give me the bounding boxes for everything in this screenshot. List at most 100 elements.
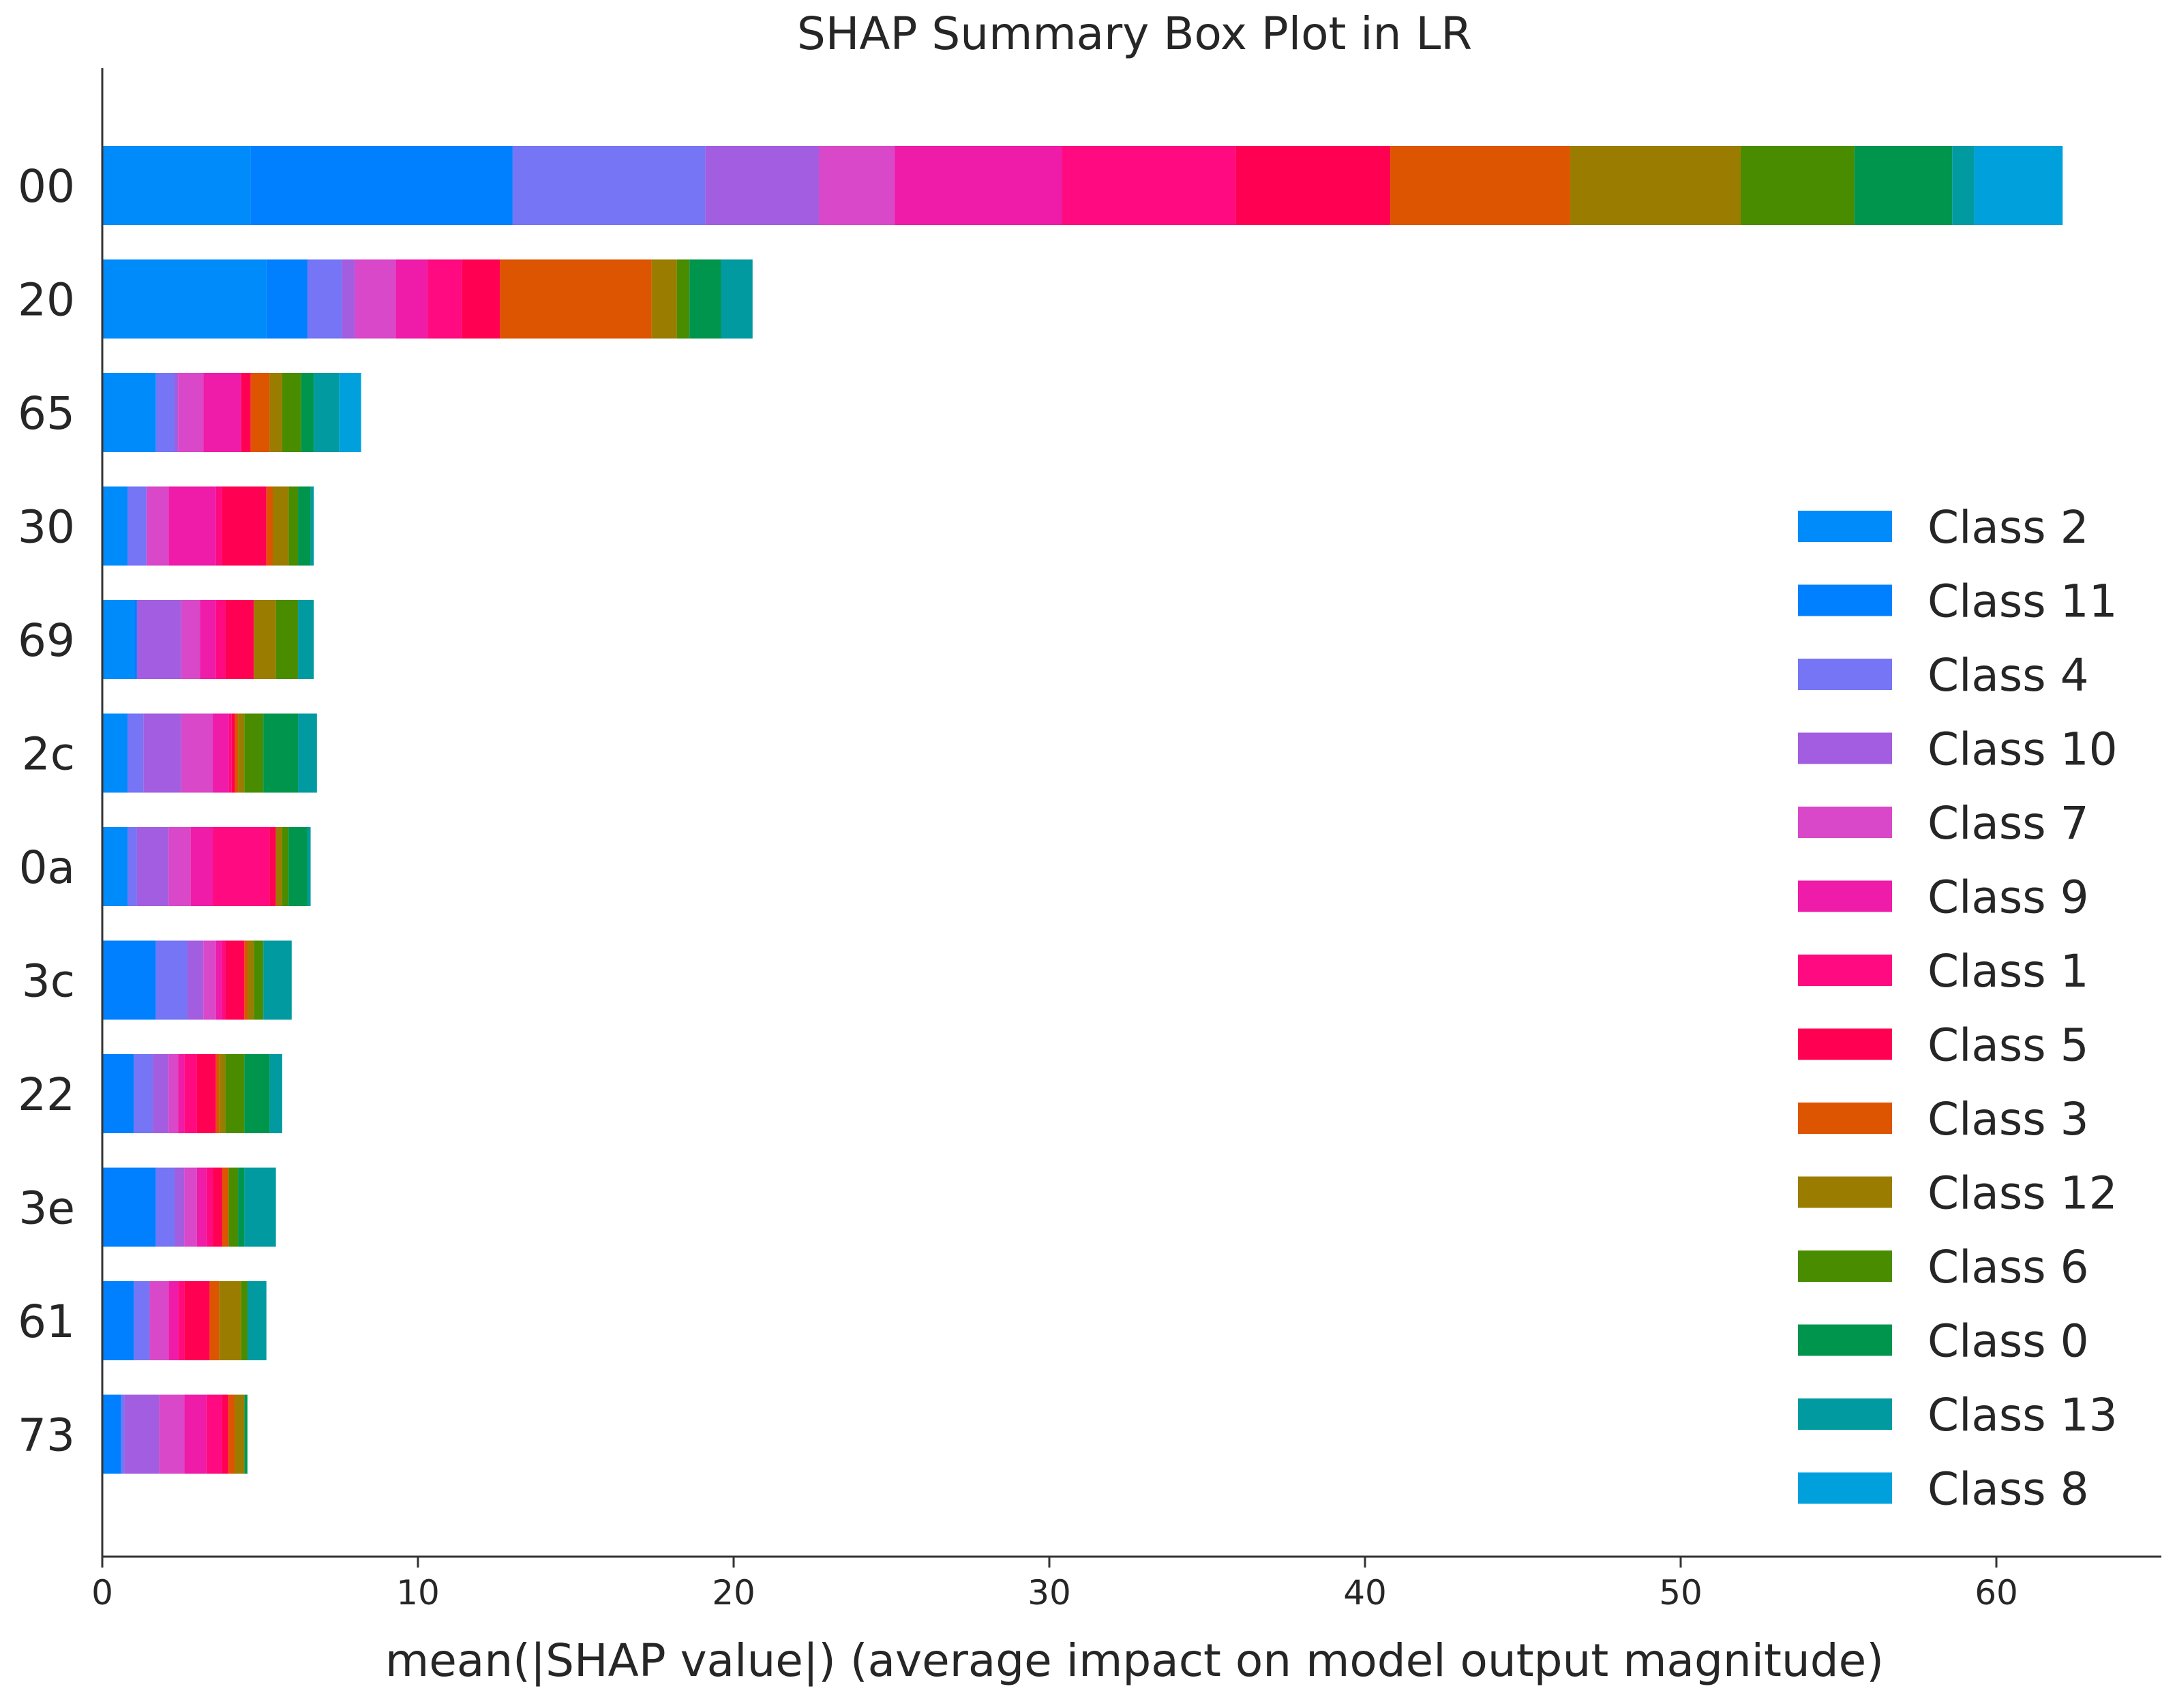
bar-3c-class-1 bbox=[222, 940, 226, 1020]
bar-65-class-4 bbox=[155, 373, 175, 452]
legend-swatch bbox=[1798, 584, 1892, 616]
bar-22-class-13 bbox=[269, 1054, 282, 1133]
bar-3e-class-3 bbox=[222, 1167, 229, 1247]
y-tick-label: 00 bbox=[18, 160, 75, 213]
bar-0a-class-9 bbox=[190, 827, 213, 906]
legend-swatch bbox=[1798, 1398, 1892, 1430]
bar-61-class-6 bbox=[241, 1281, 247, 1360]
bar-22-class-4 bbox=[134, 1054, 153, 1133]
bar-69-class-2 bbox=[102, 600, 134, 679]
bar-22-class-0 bbox=[244, 1054, 270, 1133]
legend-label: Class 9 bbox=[1927, 871, 2089, 924]
legend-swatch bbox=[1798, 880, 1892, 912]
bar-73-class-1 bbox=[206, 1394, 222, 1474]
bar-00-class-0 bbox=[1854, 146, 1953, 225]
bar-73-class-5 bbox=[222, 1394, 229, 1474]
bar-00-class-3 bbox=[1390, 146, 1570, 225]
bar-73-class-4 bbox=[121, 1394, 125, 1474]
legend-swatch bbox=[1798, 955, 1892, 986]
bar-2c-class-1 bbox=[228, 713, 232, 793]
bar-30-class-5 bbox=[222, 486, 267, 566]
bar-3e-class-5 bbox=[213, 1167, 222, 1247]
bar-20-class-2 bbox=[102, 259, 267, 339]
bar-2c-class-7 bbox=[181, 713, 213, 793]
bar-69-class-7 bbox=[181, 600, 200, 679]
y-tick-label: 3e bbox=[18, 1182, 75, 1235]
legend: Class 2 Class 11 Class 4 Class 10 Class 7 Cla… bbox=[1798, 501, 2118, 1516]
bar-20-class-1 bbox=[427, 259, 462, 339]
bar-73-class-7 bbox=[159, 1394, 185, 1474]
bar-73-class-0 bbox=[244, 1394, 247, 1474]
bar-22-class-9 bbox=[178, 1054, 185, 1133]
y-tick-label: 30 bbox=[18, 501, 75, 554]
bar-22-class-1 bbox=[184, 1054, 197, 1133]
bar-65-class-13 bbox=[314, 373, 340, 452]
y-tick-label: 65 bbox=[18, 387, 75, 440]
bar-30-class-13 bbox=[310, 486, 314, 566]
bar-20-class-3 bbox=[500, 259, 652, 339]
x-axis-label: mean(|SHAP value|) (average impact on mo… bbox=[385, 1634, 1884, 1687]
legend-swatch bbox=[1798, 659, 1892, 690]
bar-61-class-1 bbox=[178, 1281, 185, 1360]
legend-label: Class 1 bbox=[1927, 945, 2089, 998]
bar-20-class-10 bbox=[342, 259, 355, 339]
bar-20-class-6 bbox=[676, 259, 690, 339]
bar-3c-class-6 bbox=[254, 940, 264, 1020]
bar-69-class-1 bbox=[215, 600, 226, 679]
legend-swatch bbox=[1798, 1472, 1892, 1504]
bar-2c-class-10 bbox=[143, 713, 181, 793]
bar-69-class-5 bbox=[225, 600, 254, 679]
bar-2c-class-6 bbox=[244, 713, 264, 793]
legend-swatch bbox=[1798, 732, 1892, 764]
bar-69-class-13 bbox=[298, 600, 314, 679]
legend-swatch bbox=[1798, 1103, 1892, 1134]
bar-20-class-5 bbox=[462, 259, 500, 339]
bar-61-class-12 bbox=[219, 1281, 241, 1360]
bar-73-class-12 bbox=[235, 1394, 245, 1474]
bar-22-class-11 bbox=[102, 1054, 134, 1133]
legend-label: Class 10 bbox=[1927, 723, 2118, 776]
bar-3c-class-12 bbox=[247, 940, 254, 1020]
bar-65-class-5 bbox=[241, 373, 251, 452]
bar-22-class-7 bbox=[168, 1054, 179, 1133]
bar-3c-class-3 bbox=[244, 940, 247, 1020]
bar-65-class-7 bbox=[178, 373, 204, 452]
bar-3c-class-9 bbox=[215, 940, 222, 1020]
bar-00-class-10 bbox=[705, 146, 820, 225]
bar-73-class-11 bbox=[102, 1394, 121, 1474]
legend-swatch bbox=[1798, 1028, 1892, 1060]
bar-3c-class-7 bbox=[203, 940, 216, 1020]
y-axis: 00 20 65 30 69 2c 0a 3c 22 3e 61 73 bbox=[18, 68, 104, 1557]
legend-label: Class 3 bbox=[1927, 1093, 2089, 1145]
bar-3e-class-6 bbox=[228, 1167, 239, 1247]
y-tick-label: 0a bbox=[19, 841, 75, 894]
legend-swatch bbox=[1798, 511, 1892, 542]
bar-3e-class-13 bbox=[244, 1167, 276, 1247]
x-tick-label: 30 bbox=[1028, 1573, 1071, 1613]
y-tick-label: 73 bbox=[18, 1409, 75, 1462]
bar-2c-class-12 bbox=[238, 713, 245, 793]
legend-label: Class 12 bbox=[1927, 1167, 2118, 1220]
bar-69-class-9 bbox=[200, 600, 216, 679]
bar-2c-class-5 bbox=[231, 713, 235, 793]
bar-3e-class-1 bbox=[206, 1167, 213, 1247]
bar-61-class-11 bbox=[102, 1281, 134, 1360]
bar-3c-class-10 bbox=[188, 940, 204, 1020]
y-tick-label: 20 bbox=[18, 274, 75, 327]
bar-20-class-0 bbox=[689, 259, 721, 339]
bar-65-class-0 bbox=[301, 373, 314, 452]
bar-69-class-12 bbox=[254, 600, 276, 679]
bar-69-class-6 bbox=[275, 600, 299, 679]
bar-2c-class-3 bbox=[235, 713, 239, 793]
bar-69-class-10 bbox=[136, 600, 181, 679]
bar-30-class-4 bbox=[127, 486, 147, 566]
bar-0a-class-1 bbox=[213, 827, 270, 906]
bar-30-class-7 bbox=[146, 486, 169, 566]
bar-20-class-4 bbox=[307, 259, 342, 339]
bar-20-class-13 bbox=[721, 259, 753, 339]
bar-00-class-11 bbox=[250, 146, 513, 225]
bar-0a-class-7 bbox=[168, 827, 191, 906]
legend-swatch bbox=[1798, 1324, 1892, 1356]
bar-3c-class-11 bbox=[102, 940, 156, 1020]
bar-00-class-1 bbox=[1062, 146, 1236, 225]
